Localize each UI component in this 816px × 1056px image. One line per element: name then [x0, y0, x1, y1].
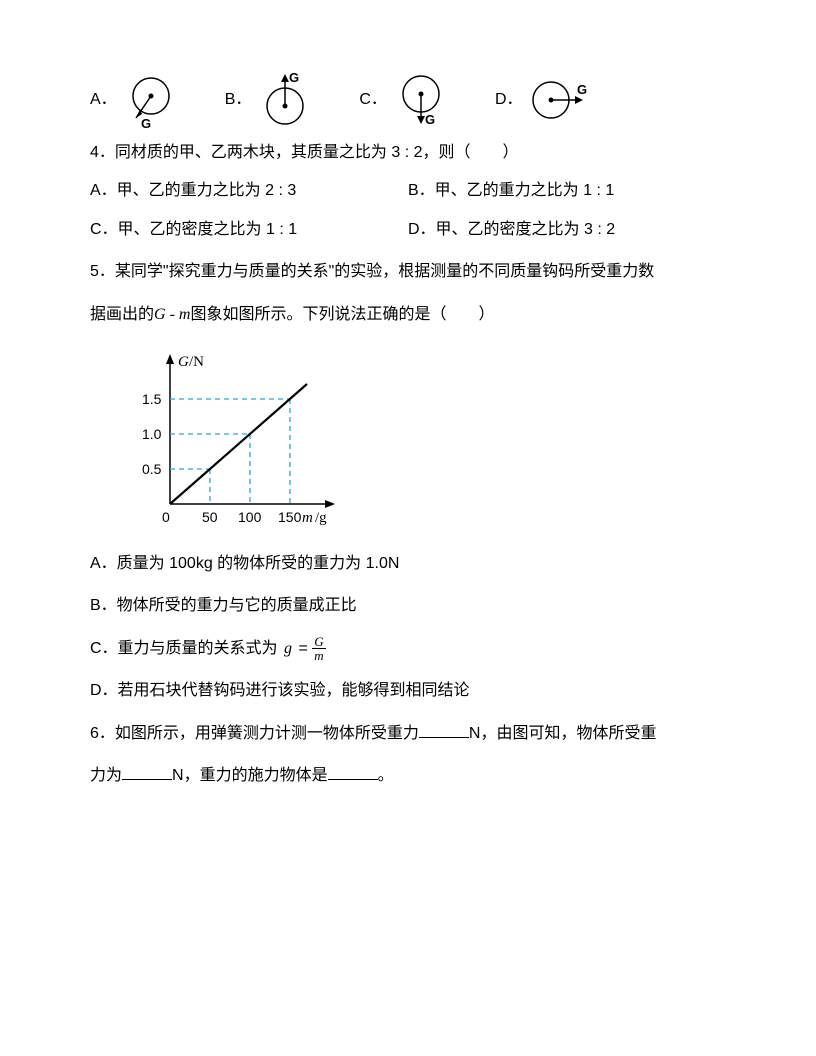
q5-gm: G - m [154, 306, 190, 323]
q6-line2: 力为 N，重力的施力物体是 。 [90, 757, 726, 795]
q4-option-a: A．甲、乙的重力之比为 2 : 3 [90, 172, 408, 210]
q3-diagram-b: G [257, 70, 313, 130]
q5-line2: 据画出的G - m图象如图所示。下列说法正确的是（ ） [90, 296, 726, 334]
q3-option-a: A． G [90, 70, 179, 130]
xtick-150: 150 [278, 509, 302, 525]
q4-option-b: B．甲、乙的重力之比为 1 : 1 [408, 172, 726, 210]
q4-option-c: C．甲、乙的密度之比为 1 : 1 [90, 211, 408, 249]
ytick-0.5: 0.5 [142, 461, 162, 477]
q5-graph: G /N m /g 0 0.5 1.0 1.5 50 100 150 [120, 344, 726, 539]
q3-option-row: A． G B． G C． G D． [90, 70, 726, 130]
q5-line2-b: 图象如图所示。下列说法正确的是（ ） [190, 306, 494, 323]
q5-c-g: g [284, 640, 292, 657]
origin-label: 0 [162, 509, 170, 525]
q3-c-label: C． [359, 81, 387, 119]
q4-options-row1: A．甲、乙的重力之比为 2 : 3 B．甲、乙的重力之比为 1 : 1 [90, 172, 726, 210]
y-axis-unit: /N [189, 354, 204, 370]
q4-options-row2: C．甲、乙的密度之比为 1 : 1 D．甲、乙的密度之比为 3 : 2 [90, 211, 726, 249]
q5-c-fraction: G m [312, 635, 325, 662]
g-label: G [577, 82, 587, 97]
x-axis-unit: /g [315, 510, 327, 526]
q5-graph-svg: G /N m /g 0 0.5 1.0 1.5 50 100 150 [120, 344, 350, 539]
g-label: G [289, 70, 299, 85]
q3-diagram-a: G [123, 70, 179, 130]
xtick-100: 100 [238, 509, 262, 525]
q5-option-a: A．质量为 100kg 的物体所受的重力为 1.0N [90, 545, 726, 583]
q5-option-c: C．重力与质量的关系式为 g = G m [90, 630, 726, 668]
q3-a-label: A． [90, 81, 117, 119]
x-axis-label: m [302, 510, 313, 526]
q6-part1: 6．如图所示，用弹簧测力计测一物体所受重力 [90, 725, 419, 742]
q3-option-d: D． G [495, 70, 595, 130]
q6-blank-3[interactable] [328, 762, 378, 780]
q3-diagram-d: G [529, 70, 595, 130]
q6-blank-2[interactable] [122, 762, 172, 780]
q5-option-d: D．若用石块代替钩码进行该实验，能够得到相同结论 [90, 672, 726, 710]
q4-option-d: D．甲、乙的密度之比为 3 : 2 [408, 211, 726, 249]
g-label: G [425, 112, 435, 127]
q6-part2: N，由图可知，物体所受重 [469, 725, 657, 742]
ytick-1.0: 1.0 [142, 426, 162, 442]
q5-c-den: m [312, 649, 325, 662]
xtick-50: 50 [202, 509, 218, 525]
q5-option-b: B．物体所受的重力与它的质量成正比 [90, 587, 726, 625]
q3-b-label: B． [225, 81, 252, 119]
q6-part3: 力为 [90, 767, 122, 784]
q3-option-c: C． G [359, 70, 449, 130]
q3-diagram-c: G [393, 70, 449, 130]
q5-line1: 5．某同学"探究重力与质量的关系"的实验，根据测量的不同质量钩码所受重力数 [90, 253, 726, 291]
q4-stem: 4．同材质的甲、乙两木块，其质量之比为 3 : 2，则（ ） [90, 134, 726, 172]
y-axis-label: G [178, 354, 189, 370]
q3-option-b: B． G [225, 70, 314, 130]
q6-part4: N，重力的施力物体是 [172, 767, 328, 784]
q6-blank-1[interactable] [419, 720, 469, 738]
q5-c-num: G [312, 635, 325, 649]
q5-c-pre: C．重力与质量的关系式为 [90, 640, 278, 657]
q5-line2-a: 据画出的 [90, 306, 154, 323]
g-label: G [141, 116, 151, 130]
q3-d-label: D． [495, 81, 523, 119]
q6-part5: 。 [378, 767, 394, 784]
q5-c-eq: = [298, 640, 307, 657]
q6-line1: 6．如图所示，用弹簧测力计测一物体所受重力 N，由图可知，物体所受重 [90, 715, 726, 753]
ytick-1.5: 1.5 [142, 391, 162, 407]
